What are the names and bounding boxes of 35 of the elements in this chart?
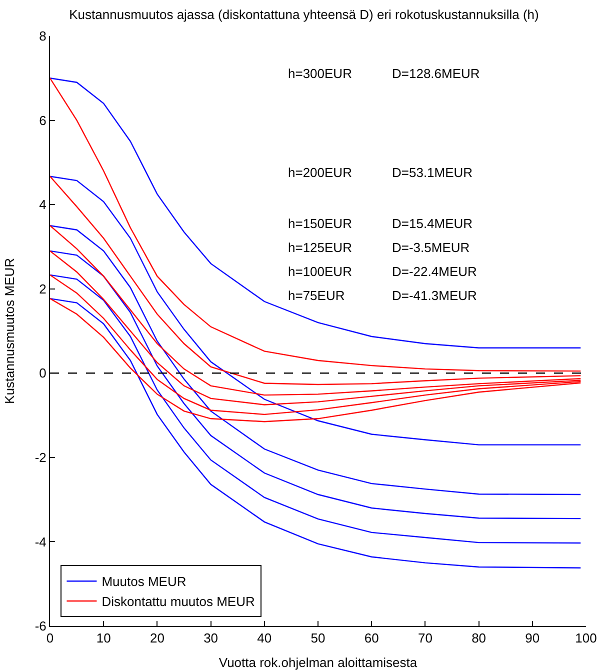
annotation: D=53.1MEUR (392, 165, 473, 180)
y-tick-label: 6 (39, 112, 46, 128)
x-tick-label: 80 (472, 630, 486, 646)
y-tick-label: -6 (34, 618, 46, 634)
x-tick-label: 20 (150, 630, 164, 646)
x-tick-label: 100 (575, 630, 597, 646)
annotation: h=150EUR (288, 216, 352, 231)
x-tick-label: 10 (96, 630, 111, 646)
x-tick-label: 90 (525, 630, 540, 646)
annotation: h=125EUR (288, 240, 352, 255)
legend-label: Diskontattu muutos MEUR (102, 594, 255, 610)
legend-label: Muutos MEUR (102, 574, 186, 590)
annotation: D=-41.3MEUR (392, 288, 477, 303)
annotation: h=75EUR (288, 288, 345, 303)
annotation: h=100EUR (288, 264, 352, 279)
chart-title: Kustannusmuutos ajassa (diskontattuna yhteensä D) eri rokotuskustannuksilla (h) (69, 7, 539, 22)
x-tick-label: 30 (204, 630, 218, 646)
annotation: h=300EUR (288, 66, 352, 81)
x-tick-label: 60 (364, 630, 379, 646)
annotation: D=-3.5MEUR (392, 240, 470, 255)
y-tick-label: -4 (34, 534, 46, 550)
x-tick-label: 50 (310, 630, 326, 646)
y-tick-label: 4 (39, 197, 46, 212)
annotation: h=200EUR (288, 165, 352, 180)
annotation: D=128.6MEUR (392, 66, 480, 81)
x-tick-label: 70 (418, 630, 432, 646)
annotation: D=-22.4MEUR (392, 264, 477, 279)
y-tick-label: 2 (39, 281, 46, 296)
annotation: D=15.4MEUR (392, 216, 473, 231)
y-axis-title: Kustannusmuutos MEUR (2, 258, 17, 404)
y-tick-label: -2 (34, 450, 46, 465)
x-axis-title: Vuotta rok.ohjelman aloittamisesta (218, 655, 418, 670)
y-tick-label: 8 (39, 28, 46, 44)
y-tick-label: 0 (39, 366, 46, 381)
x-tick-label: 40 (257, 630, 272, 646)
